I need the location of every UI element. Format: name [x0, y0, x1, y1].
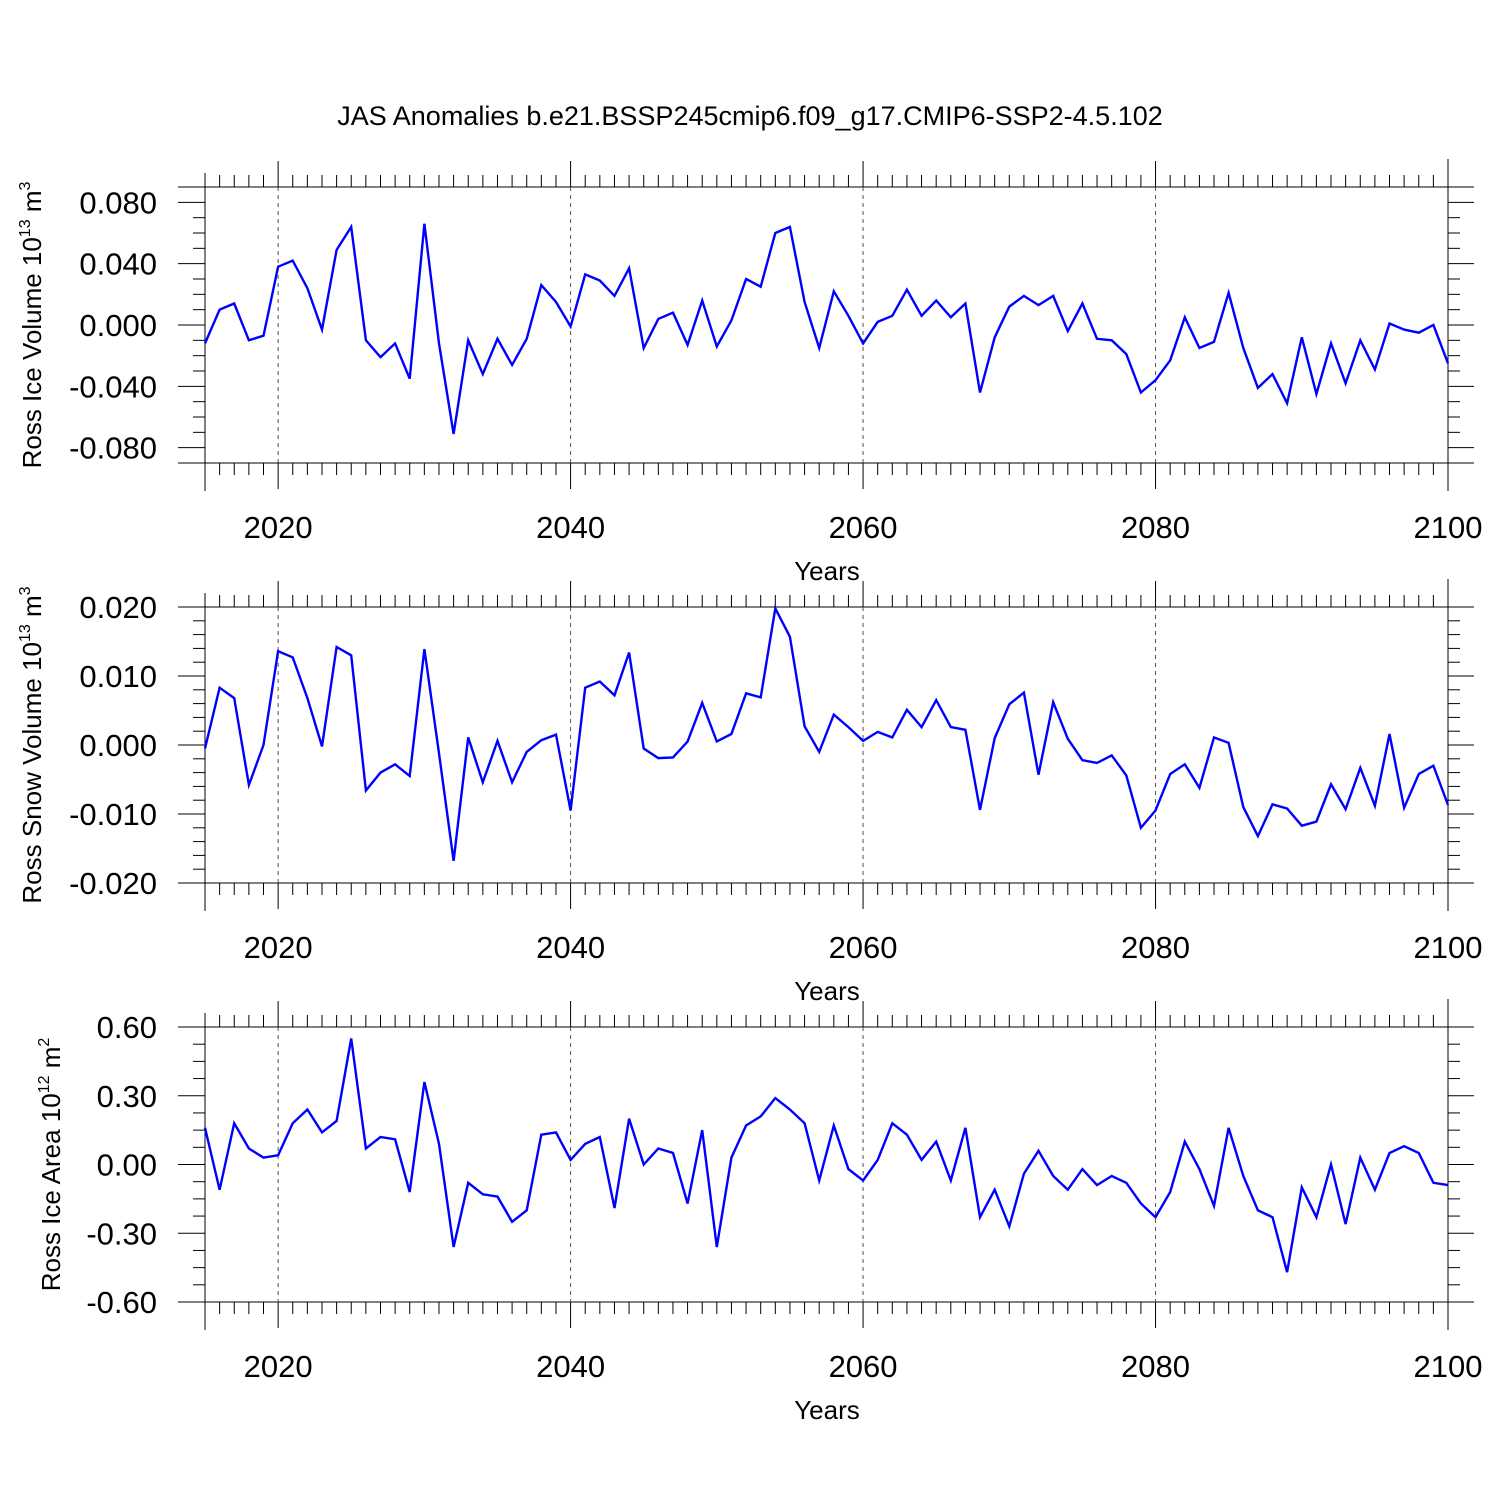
x-tick-label: 2060	[829, 510, 898, 545]
y-tick-label: 0.010	[79, 659, 157, 694]
y-tick-label: -0.30	[86, 1216, 157, 1251]
x-tick-label: 2040	[536, 1349, 605, 1384]
series-line	[203, 223, 1450, 435]
y-tick-label: -0.080	[69, 431, 157, 466]
y-axis-label-exponent: 13	[17, 624, 34, 642]
y-tick-label: 0.000	[79, 308, 157, 343]
y-axis-label: Ross Snow Volume 1013 m3	[17, 586, 47, 903]
y-tick-label: 0.00	[97, 1148, 157, 1183]
y-axis-label-text: Ross Ice Area 10	[36, 1093, 66, 1291]
y-tick-label: 0.60	[97, 1010, 157, 1045]
x-tick-label: 2100	[1414, 930, 1483, 965]
y-axis-label-text: Ross Snow Volume 10	[17, 642, 47, 904]
x-axis-label: Years	[794, 556, 860, 586]
y-tick-label: -0.020	[69, 866, 157, 901]
x-tick-label: 2100	[1414, 1349, 1483, 1384]
y-axis-label-unit-exponent: 3	[17, 181, 34, 190]
panel-ice-area: 2020 2040 2060 2080 2100 0.60 0.30 0.00 -0.30 -0.…	[36, 999, 1482, 1425]
panel-ice-volume: 2020 2040 2060 2080 2100 0.080 0.040 0.000 -0.04…	[17, 159, 1482, 586]
x-tick-label: 2060	[829, 930, 898, 965]
y-axis-label: Ross Ice Area 1012 m2	[36, 1038, 66, 1292]
series-line	[203, 1038, 1449, 1273]
x-tick-label: 2060	[829, 1349, 898, 1384]
x-tick-label: 2100	[1414, 510, 1483, 545]
y-axis-label-unit-exponent: 2	[36, 1038, 53, 1047]
y-tick-label: 0.080	[79, 185, 157, 220]
y-tick-label: -0.60	[86, 1285, 157, 1320]
y-axis-label-unit: m	[17, 190, 47, 219]
x-tick-label: 2020	[244, 1349, 313, 1384]
y-axis-label-exponent: 13	[17, 219, 34, 237]
y-tick-label: -0.040	[69, 369, 157, 404]
y-axis-label-text: Ross Ice Volume 10	[17, 237, 47, 468]
y-tick-label: 0.040	[79, 247, 157, 282]
y-axis-label: Ross Ice Volume 1013 m3	[17, 181, 47, 468]
panel-snow-volume: 2020 2040 2060 2080 2100 0.020 0.010 0.000 -0.01…	[17, 579, 1482, 1006]
y-axis-label-unit-exponent: 3	[17, 586, 34, 595]
x-tick-label: 2080	[1121, 1349, 1190, 1384]
y-tick-label: -0.010	[69, 797, 157, 832]
x-axis-label: Years	[794, 976, 860, 1006]
x-tick-label: 2020	[244, 930, 313, 965]
series-line	[203, 604, 1450, 862]
x-tick-label: 2040	[536, 930, 605, 965]
x-axis-label: Years	[794, 1395, 860, 1425]
panels: 2020 2040 2060 2080 2100 0.080 0.040 0.000 -0.04…	[17, 159, 1482, 1425]
x-tick-label: 2080	[1121, 930, 1190, 965]
x-tick-label: 2020	[244, 510, 313, 545]
y-tick-label: 0.020	[79, 590, 157, 625]
y-tick-label: 0.30	[97, 1079, 157, 1114]
x-tick-label: 2040	[536, 510, 605, 545]
y-tick-label: 0.000	[79, 728, 157, 763]
figure-title: JAS Anomalies b.e21.BSSP245cmip6.f09_g17…	[337, 101, 1163, 131]
y-axis-label-unit: m	[36, 1047, 66, 1076]
x-tick-label: 2080	[1121, 510, 1190, 545]
y-axis-label-exponent: 12	[36, 1075, 53, 1093]
y-axis-label-unit: m	[17, 595, 47, 624]
